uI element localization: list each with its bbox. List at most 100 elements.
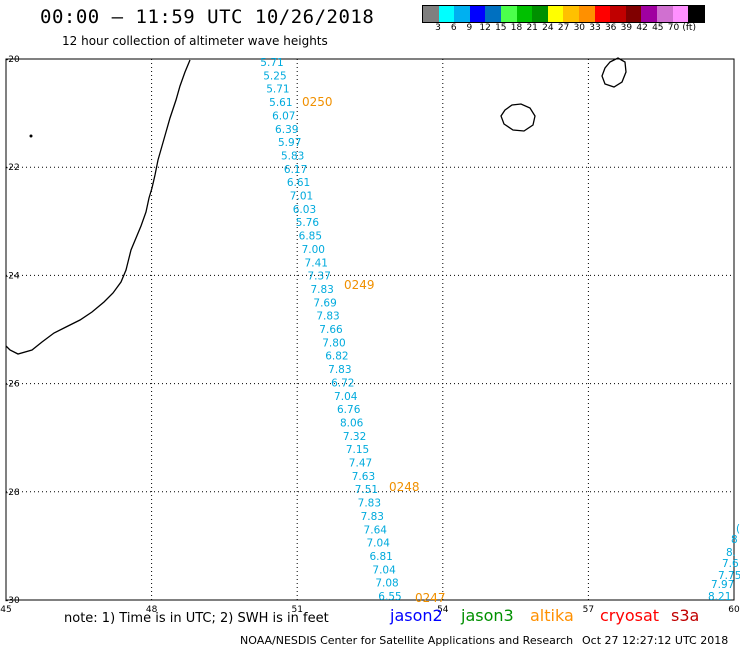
color-swatch (656, 6, 673, 22)
color-swatch (500, 6, 517, 22)
color-swatch (641, 6, 657, 22)
color-swatch (625, 6, 642, 22)
satellite-legend-cryosat: cryosat (600, 606, 660, 625)
color-swatch (485, 6, 501, 22)
swh-value: 7.83 (316, 311, 339, 323)
swh-value: 7.08 (375, 578, 398, 590)
color-swatch (578, 6, 595, 22)
color-scale-label: 42 (636, 23, 648, 33)
swh-value: 6.55 (378, 591, 401, 603)
swh-value: 5.61 (269, 97, 292, 109)
color-scale-label: 45 (652, 23, 664, 33)
longitude-tick-label: 57 (583, 605, 594, 615)
pass-time-label: 0250 (302, 95, 333, 109)
color-scale-labels: 3 6 9 12 15 18 21 24 27 30 33 36 39 42 45 70 (ft) (0, 23, 740, 35)
longitude-tick-label: 45 (0, 605, 11, 615)
longitude-tick-label: 48 (146, 605, 158, 615)
swh-value: 7.63 (352, 471, 375, 483)
satellite-legend-s3a: s3a (671, 606, 700, 625)
swh-value: 8.21 (708, 591, 731, 603)
swh-value: 7.83 (361, 511, 384, 523)
map-frame (5, 58, 735, 601)
swh-value: 7.83 (310, 284, 333, 296)
latitude-tick-label: -26 (5, 380, 20, 390)
color-scale-label: (ft) (682, 23, 696, 33)
altimeter-track: 5.715.255.715.616.076.395.975.836.176.61… (260, 57, 401, 603)
color-scale-label: 33 (589, 23, 601, 33)
swh-value: 6.81 (369, 551, 392, 563)
color-scale-label: 6 (450, 23, 457, 33)
swh-value: 7.66 (319, 324, 343, 336)
color-swatch (563, 6, 579, 22)
color-scale-label: 24 (542, 23, 554, 33)
swh-value: 7.69 (313, 297, 336, 309)
latitude-tick-label: -20 (5, 55, 20, 65)
color-scale-label: 3 (435, 23, 441, 33)
swh-value: 7.83 (358, 498, 381, 510)
satellite-legend-jason3: jason3 (461, 606, 514, 625)
legend-note: note: 1) Time is in UTC; 2) SWH is in fe… (64, 611, 329, 626)
time-labels: 0250 0249 0248 0247 (302, 95, 446, 605)
swh-value: 7.15 (346, 444, 369, 456)
longitude-tick-label: 54 (437, 605, 449, 615)
color-scale-label: 70 (667, 23, 680, 33)
swh-value: 5.83 (281, 150, 304, 162)
swh-value: 8.06 (340, 417, 364, 429)
color-swatch (438, 6, 455, 22)
mauritius-island-coastline (601, 57, 627, 88)
swh-value: 7.04 (367, 538, 391, 550)
map-subtitle: 12 hour collection of altimeter wave hei… (62, 34, 328, 48)
swh-value: 6.72 (331, 377, 354, 389)
color-scale-label: 9 (466, 23, 473, 33)
swh-value: 7.64 (364, 524, 388, 536)
pass-time-label: 0247 (415, 591, 446, 605)
small-island (29, 134, 33, 138)
color-swatch (688, 6, 704, 22)
swh-value: 6.03 (293, 204, 316, 216)
color-swatch (469, 6, 486, 22)
latitude-tick-label: -30 (5, 596, 20, 606)
swh-value: 6.39 (275, 124, 298, 136)
satellite-legend-jason2: jason2 (390, 606, 443, 625)
color-scale-label: 12 (479, 23, 491, 33)
graticule (6, 59, 734, 600)
madagascar-coastline (5, 59, 191, 355)
swh-value: 8 (731, 534, 738, 546)
swh-value: 6.07 (272, 110, 295, 122)
swh-value: 7.01 (290, 191, 313, 203)
swh-value: 5.97 (278, 137, 301, 149)
swh-value: 7.51 (355, 484, 378, 496)
swh-value: 7.6 (722, 558, 739, 570)
pass-time-label: 0249 (344, 278, 375, 292)
color-scale-label: 39 (620, 23, 633, 33)
color-scale-label: 30 (573, 23, 586, 33)
color-swatch (672, 6, 689, 22)
swh-value: 6.17 (284, 164, 307, 176)
color-swatch (516, 6, 533, 22)
axis-tick-labels: 45 48 51 54 57 60 -20 -22 -24 -26 -28 -30 (0, 55, 740, 615)
swh-value: 7.04 (372, 564, 396, 576)
color-scale-label: 18 (510, 23, 523, 33)
reunion-island-coastline (500, 103, 536, 132)
color-scale-label: 36 (604, 23, 617, 33)
pass-time-label: 0248 (389, 480, 420, 494)
color-scale-label: 21 (526, 23, 538, 33)
swh-value: 6.82 (325, 351, 348, 363)
color-swatch (547, 6, 564, 22)
color-swatch (454, 6, 470, 22)
swh-value: 8. (726, 547, 736, 559)
longitude-tick-label: 51 (291, 605, 302, 615)
swh-value: 5.25 (263, 70, 286, 82)
map-title: 00:00 – 11:59 UTC 10/26/2018 (40, 6, 375, 28)
latitude-tick-label: -24 (5, 271, 20, 281)
swh-value: 7.83 (328, 364, 351, 376)
swh-value: 7.97 (711, 579, 734, 591)
swh-value: 5.76 (296, 217, 320, 229)
color-scale-label: 15 (495, 23, 507, 33)
color-swatch (594, 6, 611, 22)
color-swatch (532, 6, 548, 22)
swh-value: 7.80 (322, 337, 345, 349)
satellite-legend-altika: altika (530, 606, 574, 625)
footer-timestamp: Oct 27 12:27:12 UTC 2018 (582, 634, 729, 647)
